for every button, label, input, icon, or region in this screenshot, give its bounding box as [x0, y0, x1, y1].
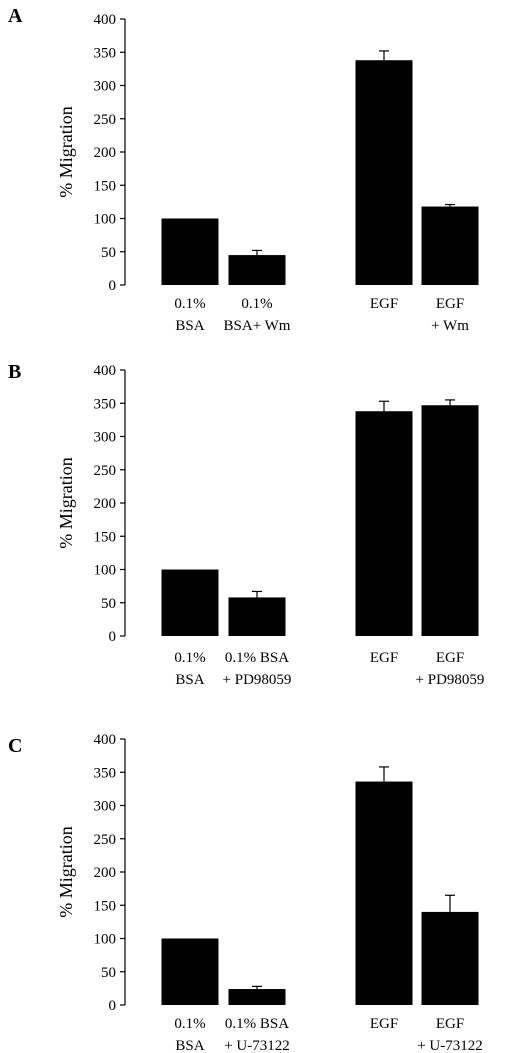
panel-b: B 0 50 100 150 200 250 300 350 400 % Migration 0.1%…	[8, 361, 484, 688]
y-tick-label: 50	[101, 245, 116, 261]
category-label: + U-73122	[417, 1038, 483, 1053]
y-tick-label: 150	[94, 529, 117, 545]
y-tick-label: 200	[94, 145, 117, 161]
y-tick-label: 200	[94, 865, 117, 881]
category-label: EGF	[370, 650, 398, 666]
bar	[228, 597, 286, 636]
category-label: 0.1%	[174, 1016, 205, 1032]
category-label: 0.1% BSA	[225, 1016, 289, 1032]
bar	[355, 60, 413, 286]
y-tick-label: 400	[94, 363, 117, 379]
y-tick-label: 300	[94, 799, 117, 815]
category-label: BSA	[175, 318, 204, 334]
y-tick-label: 200	[94, 496, 117, 512]
y-axis-label: % Migration	[56, 106, 76, 198]
bar	[161, 938, 219, 1005]
category-label: EGF	[370, 1016, 398, 1032]
y-tick-label: 350	[94, 45, 117, 61]
y-tick-label: 100	[94, 212, 117, 228]
y-tick-label: 0	[109, 998, 117, 1014]
panel-letter: A	[8, 5, 23, 27]
y-tick-label: 300	[94, 79, 117, 95]
bar	[161, 218, 219, 285]
panel-letter: B	[8, 361, 21, 383]
bar	[421, 206, 479, 285]
y-tick-label: 150	[94, 898, 117, 914]
y-tick-label: 0	[109, 278, 117, 294]
y-axis-label: % Migration	[56, 457, 76, 549]
category-label: EGF	[436, 650, 464, 666]
y-tick-label: 100	[94, 932, 117, 948]
bar	[228, 255, 286, 285]
bar	[421, 911, 479, 1005]
category-label: + U-73122	[224, 1038, 290, 1053]
bar	[355, 411, 413, 636]
y-tick-label: 300	[94, 430, 117, 446]
y-tick-label: 50	[101, 596, 116, 612]
y-tick-label: 350	[94, 765, 117, 781]
y-tick-label: 400	[94, 12, 117, 28]
category-label: 0.1% BSA	[225, 650, 289, 666]
panel-a: A 0 50 100 150 200 250 300 350 400 % Migration 0.1%…	[8, 5, 479, 334]
bar	[228, 989, 286, 1005]
category-label: BSA	[175, 1038, 204, 1053]
category-label: 0.1%	[174, 296, 205, 312]
y-tick-label: 0	[109, 629, 117, 645]
category-label: 0.1%	[174, 650, 205, 666]
bar	[161, 569, 219, 636]
y-tick-label: 400	[94, 732, 117, 748]
category-label: + PD98059	[223, 672, 292, 688]
y-tick-label: 50	[101, 965, 116, 981]
category-label: + PD98059	[416, 672, 485, 688]
bar	[355, 781, 413, 1005]
y-tick-label: 150	[94, 178, 117, 194]
category-label: EGF	[436, 296, 464, 312]
y-axis-label: % Migration	[56, 826, 76, 918]
y-tick-label: 250	[94, 463, 117, 479]
y-tick-label: 250	[94, 832, 117, 848]
panel-letter: C	[8, 735, 22, 757]
category-label: EGF	[370, 296, 398, 312]
category-label: 0.1%	[241, 296, 272, 312]
category-label: BSA+ Wm	[224, 318, 291, 334]
category-label: BSA	[175, 672, 204, 688]
panel-c: C 0 50 100 150 200 250 300 350 400 % Migration 0.1%…	[8, 732, 483, 1053]
category-label: + Wm	[431, 318, 469, 334]
y-tick-label: 100	[94, 563, 117, 579]
y-tick-label: 350	[94, 396, 117, 412]
y-tick-label: 250	[94, 112, 117, 128]
category-label: EGF	[436, 1016, 464, 1032]
bar	[421, 405, 479, 636]
